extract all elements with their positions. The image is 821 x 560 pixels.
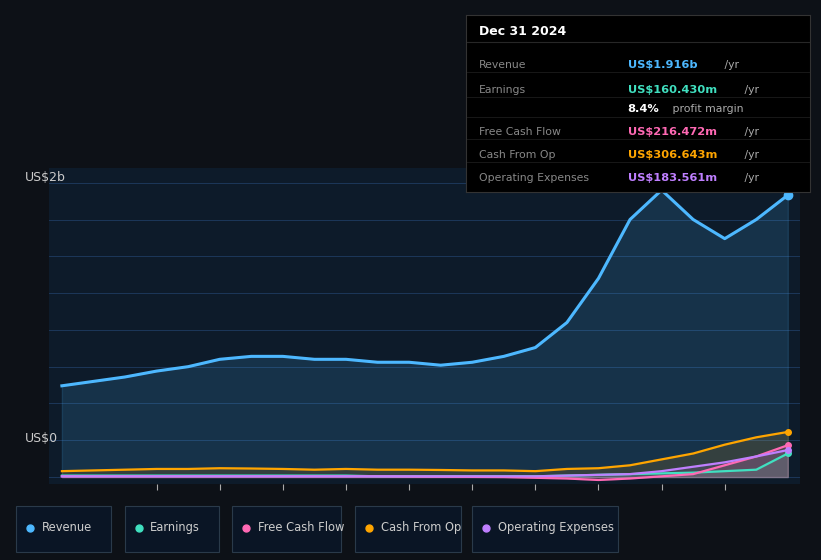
- Text: US$306.643m: US$306.643m: [627, 150, 717, 160]
- Text: US$183.561m: US$183.561m: [627, 173, 717, 183]
- Text: 8.4%: 8.4%: [627, 104, 659, 114]
- Text: Cash From Op: Cash From Op: [479, 150, 556, 160]
- Text: Dec 31 2024: Dec 31 2024: [479, 25, 566, 38]
- FancyBboxPatch shape: [125, 506, 219, 552]
- Text: Revenue: Revenue: [42, 521, 92, 534]
- Text: Operating Expenses: Operating Expenses: [479, 173, 589, 183]
- FancyBboxPatch shape: [232, 506, 341, 552]
- Text: US$2b: US$2b: [25, 171, 66, 184]
- Text: US$160.430m: US$160.430m: [627, 85, 717, 95]
- FancyBboxPatch shape: [355, 506, 461, 552]
- Text: US$216.472m: US$216.472m: [627, 127, 717, 137]
- Text: /yr: /yr: [741, 173, 759, 183]
- FancyBboxPatch shape: [16, 506, 111, 552]
- Text: profit margin: profit margin: [669, 104, 744, 114]
- Text: /yr: /yr: [741, 127, 759, 137]
- Text: US$1.916b: US$1.916b: [627, 60, 697, 70]
- Text: Earnings: Earnings: [150, 521, 200, 534]
- Text: /yr: /yr: [721, 60, 739, 70]
- Text: /yr: /yr: [741, 150, 759, 160]
- Text: /yr: /yr: [741, 85, 759, 95]
- Text: Free Cash Flow: Free Cash Flow: [479, 127, 562, 137]
- Text: Earnings: Earnings: [479, 85, 526, 95]
- Text: Cash From Op: Cash From Op: [381, 521, 461, 534]
- Text: Free Cash Flow: Free Cash Flow: [258, 521, 344, 534]
- FancyBboxPatch shape: [472, 506, 618, 552]
- Text: Revenue: Revenue: [479, 60, 527, 70]
- Text: US$0: US$0: [25, 432, 57, 445]
- Text: Operating Expenses: Operating Expenses: [498, 521, 613, 534]
